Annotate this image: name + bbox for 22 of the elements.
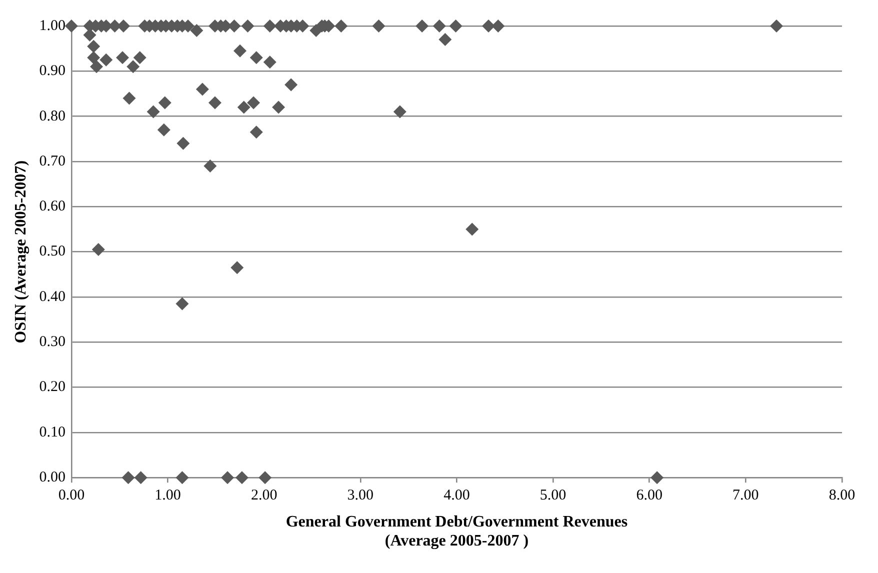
- x-tick-label: 3.00: [347, 488, 374, 504]
- y-tick-label: 0.30: [39, 334, 66, 350]
- y-tick-label: 0.00: [39, 470, 66, 486]
- x-tick-label: 2.00: [250, 488, 278, 504]
- y-tick-label: 0.70: [39, 153, 66, 170]
- x-tick-label: 0.00: [58, 488, 85, 504]
- y-tick-label: 0.50: [39, 244, 66, 260]
- x-tick-label: 5.00: [540, 488, 566, 504]
- x-tick-label: 4.00: [444, 488, 470, 504]
- x-tick-label: 7.00: [732, 488, 759, 504]
- x-tick-label: 6.00: [636, 488, 662, 504]
- x-axis-title: General Government Debt/Government Revenues (Average 2005-2007 ): [286, 513, 628, 550]
- y-tick-label: 0.10: [39, 424, 66, 440]
- x-tick-label: 8.00: [828, 488, 856, 504]
- y-axis-title: OSIN (Average 2005-2007): [12, 160, 30, 344]
- y-tick-label: 0.80: [39, 108, 66, 124]
- x-tick-label: 1.00: [154, 488, 181, 504]
- y-tick-label: 0.90: [39, 63, 66, 80]
- y-tick-label: 1.00: [39, 18, 66, 34]
- y-tick-label: 0.40: [39, 288, 66, 305]
- y-tick-label: 0.60: [39, 198, 66, 215]
- y-tick-label: 0.20: [39, 379, 66, 396]
